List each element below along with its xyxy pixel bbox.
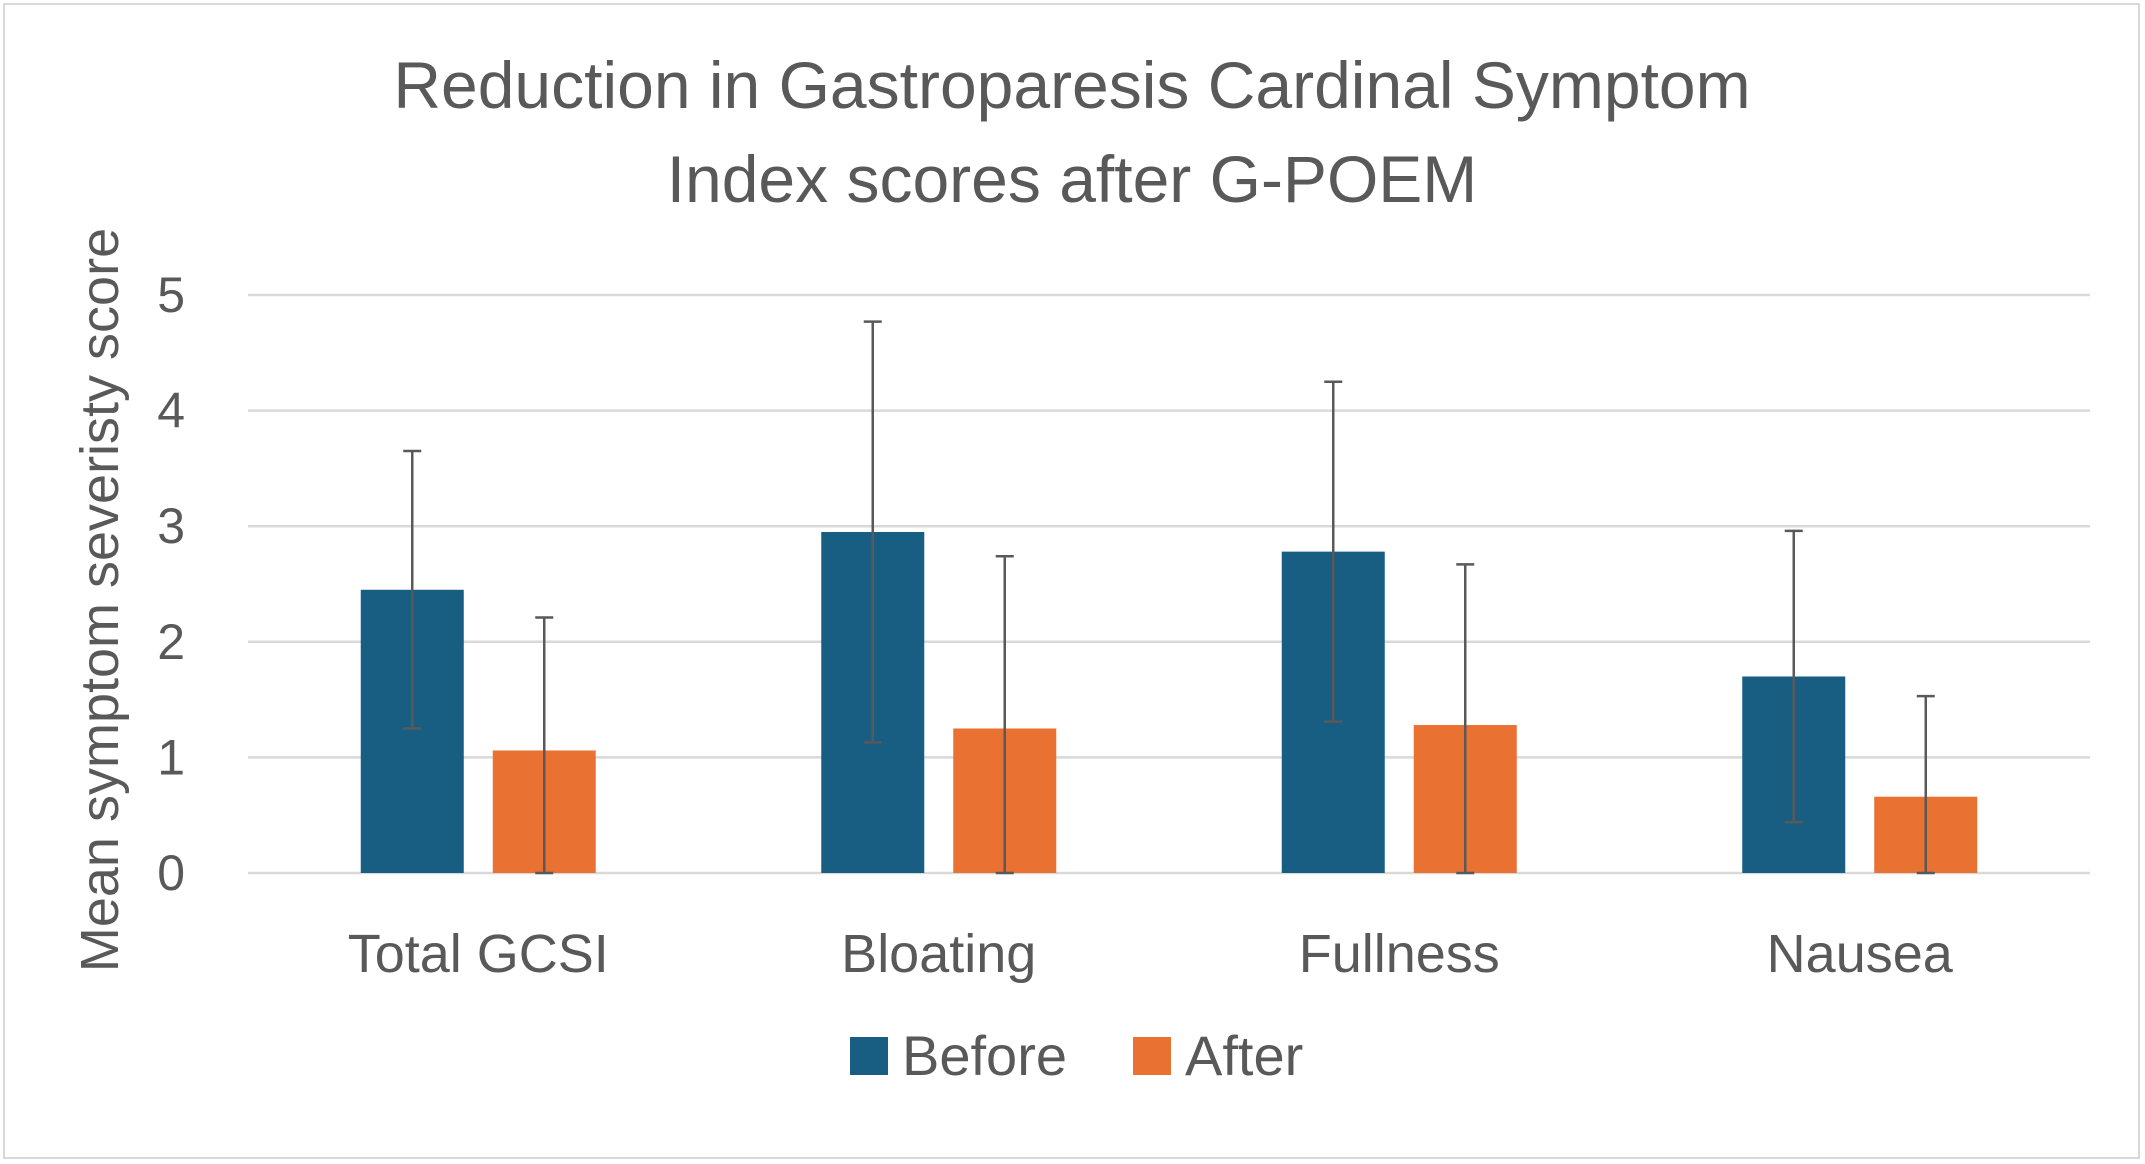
y-tick-label: 1	[157, 729, 185, 785]
x-category-label: Total GCSI	[348, 924, 609, 984]
legend-swatch-before	[850, 1037, 888, 1075]
y-tick-label: 0	[157, 845, 185, 901]
chart-frame	[3, 3, 2140, 1159]
legend-swatch-after	[1133, 1037, 1171, 1075]
chart-title-line-2: Index scores after G-POEM	[667, 142, 1478, 216]
x-category-label: Fullness	[1299, 924, 1500, 984]
legend-label-after: After	[1185, 1024, 1303, 1087]
chart-title-line-1: Reduction in Gastroparesis Cardinal Symp…	[393, 48, 1750, 122]
y-axis-ticks: 0 1 2 3 4 5	[157, 267, 185, 901]
y-tick-label: 2	[157, 614, 185, 670]
legend-label-before: Before	[902, 1024, 1067, 1087]
y-tick-label: 4	[157, 383, 185, 439]
x-axis-categories: Total GCSI Bloating Fullness Nausea	[348, 924, 1954, 984]
bars	[360, 531, 1978, 873]
x-category-label: Bloating	[841, 924, 1036, 984]
y-axis-label: Mean symptom severisty score	[70, 228, 130, 972]
y-tick-label: 5	[157, 267, 185, 323]
y-tick-label: 3	[157, 498, 185, 554]
legend: Before After	[850, 1024, 1303, 1087]
x-category-label: Nausea	[1767, 924, 1954, 984]
error-bars	[403, 320, 1935, 875]
chart-title: Reduction in Gastroparesis Cardinal Symp…	[393, 48, 1750, 216]
